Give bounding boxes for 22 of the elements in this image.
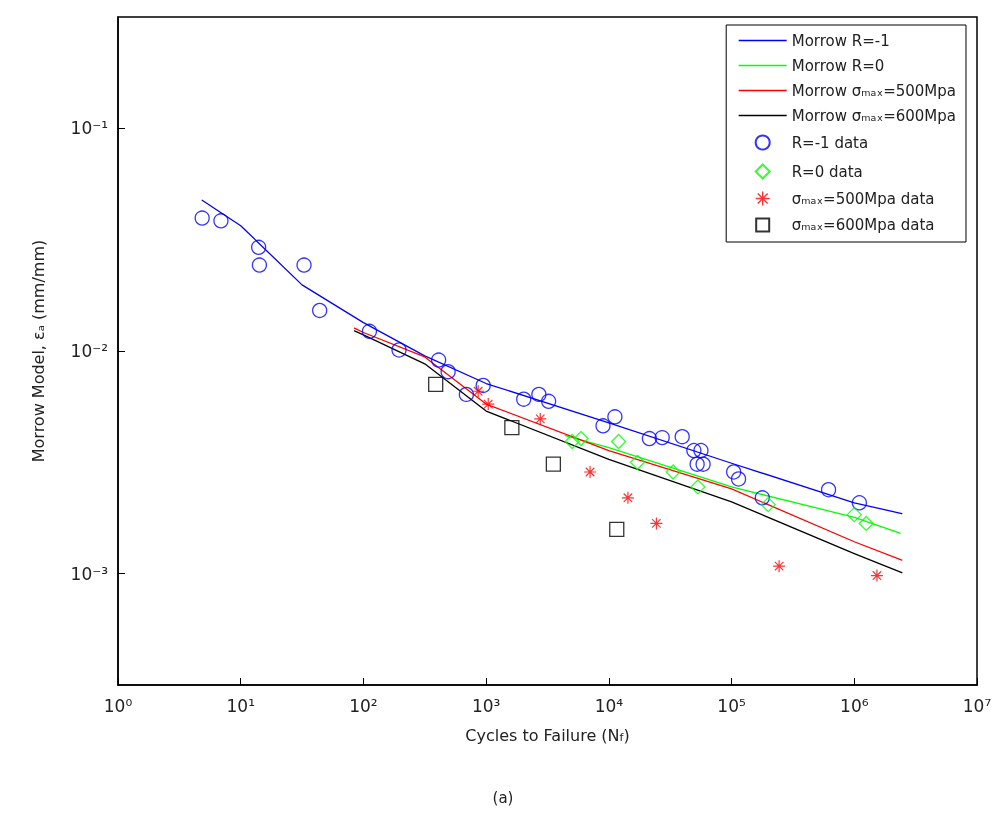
- x-axis-title: Cycles to Failure (Nf): [465, 725, 630, 745]
- y-axis-title: Morrow Model, εₐ (mm/mm): [28, 239, 48, 463]
- legend-label: R=-1 data: [791, 133, 869, 152]
- y-tick-label: 10⁻²: [70, 340, 108, 361]
- legend-label: σₘₐₓ=500Mpa data: [791, 189, 935, 208]
- legend-label: Morrow R=-1: [791, 31, 890, 50]
- x-tick-label: 10²: [349, 695, 378, 716]
- legend-label: σₘₐₓ=600Mpa data: [791, 216, 935, 234]
- y-tick-label: 10⁻³: [70, 563, 108, 584]
- x-tick-label: 10⁰: [103, 695, 133, 716]
- x-tick-label: 10⁶: [840, 695, 869, 716]
- x-tick-label: 10³: [471, 695, 501, 716]
- x-tick-label: 10⁴: [594, 695, 624, 716]
- text: (a): [492, 788, 514, 807]
- legend-label: Morrow σₘₐₓ=500Mpa: [791, 81, 956, 100]
- y-tick-label: 10⁻¹: [70, 118, 108, 139]
- x-tick-label: 10¹: [226, 695, 255, 716]
- legend-label: Morrow σₘₐₓ=600Mpa: [791, 106, 956, 125]
- legend-label: Morrow R=0: [791, 56, 885, 75]
- x-tick-label: 10⁷: [962, 695, 992, 716]
- legend-label: R=0 data: [791, 162, 863, 181]
- x-tick-label: 10⁵: [717, 695, 746, 716]
